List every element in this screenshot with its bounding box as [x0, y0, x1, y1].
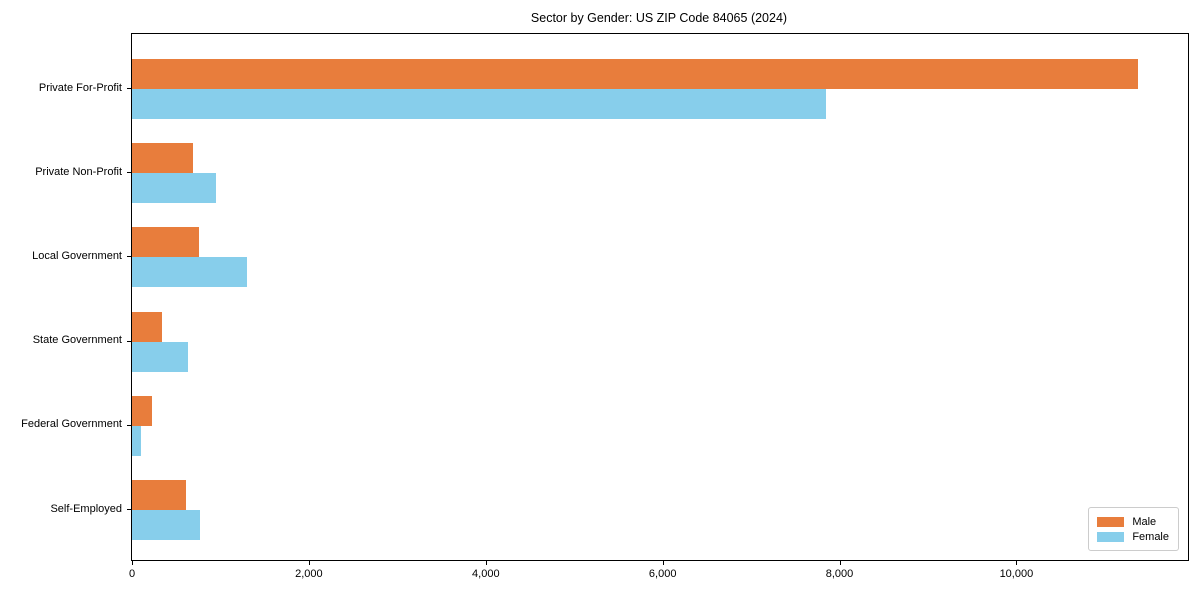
x-tick-mark: [662, 561, 664, 565]
bar-female-private-non-profit: [132, 173, 216, 204]
y-axis-label-state-government: State Government: [32, 334, 122, 347]
x-tick-mark: [485, 561, 487, 565]
y-axis-label-local-government: Local Government: [32, 249, 122, 262]
female-swatch: [1097, 531, 1125, 542]
y-tick-mark: [127, 256, 131, 258]
x-tick-mark: [132, 561, 133, 565]
y-tick-mark: [127, 509, 131, 510]
legend-item-female: Female: [1097, 529, 1169, 544]
plot-area: Male Female: [131, 33, 1189, 561]
bar-female-private-for-profit: [132, 89, 827, 119]
y-tick-mark: [127, 340, 131, 342]
x-tick-label: 0: [128, 568, 136, 580]
bar-female-self-employed: [132, 510, 201, 540]
y-axis-label-private-non-profit: Private Non-Profit: [35, 165, 122, 178]
y-axis-label-federal-government: Federal Government: [21, 418, 122, 431]
bar-male-self-employed: [132, 480, 186, 510]
bar-female-state-government: [132, 341, 188, 372]
x-tick-mark: [839, 561, 841, 565]
bar-male-state-government: [132, 311, 163, 342]
x-tick-label: 2,000: [295, 568, 323, 580]
bar-male-federal-government: [132, 395, 152, 426]
legend: Male Female: [1088, 507, 1179, 551]
male-swatch: [1097, 516, 1125, 527]
y-tick-mark: [127, 424, 131, 426]
x-tick-mark: [308, 561, 310, 565]
x-tick-label: 6,000: [648, 568, 677, 580]
bar-female-federal-government: [132, 425, 141, 456]
x-tick-label: 4,000: [472, 568, 500, 580]
legend-label-male: Male: [1132, 515, 1157, 528]
y-axis-label-private-for-profit: Private For-Profit: [38, 81, 122, 94]
x-tick-mark: [1016, 561, 1018, 565]
bar-male-local-government: [132, 227, 200, 258]
y-tick-mark: [127, 172, 131, 174]
x-tick-label: 8,000: [825, 568, 854, 580]
y-axis-label-self-employed: Self-Employed: [50, 502, 122, 515]
legend-item-male: Male: [1097, 514, 1169, 529]
bar-male-private-for-profit: [132, 59, 1138, 89]
bar-female-local-government: [132, 257, 247, 288]
legend-label-female: Female: [1132, 530, 1169, 543]
chart-title: Sector by Gender: US ZIP Code 84065 (202…: [530, 11, 788, 25]
y-tick-mark: [127, 88, 131, 89]
x-tick-label: 10,000: [999, 568, 1034, 580]
bar-male-private-non-profit: [132, 143, 193, 174]
